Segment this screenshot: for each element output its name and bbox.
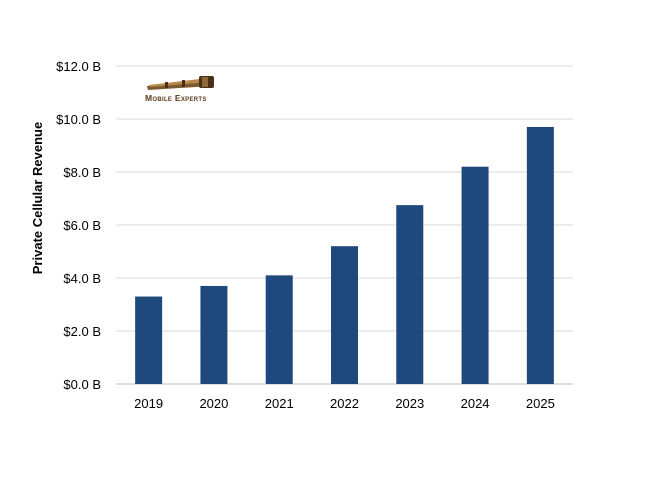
bar-2025 bbox=[526, 126, 554, 384]
bar-2024 bbox=[461, 166, 489, 384]
telescope-icon bbox=[147, 76, 214, 90]
bar-2023 bbox=[396, 205, 424, 384]
y-tick-label: $10.0 B bbox=[56, 112, 101, 127]
y-tick-label: $2.0 B bbox=[63, 324, 101, 339]
bar-2022 bbox=[331, 246, 358, 384]
y-axis-ticks: $0.0 B $2.0 B $4.0 B $6.0 B $8.0 B $10.0 B $12… bbox=[56, 59, 101, 392]
y-tick-label: $12.0 B bbox=[56, 59, 101, 74]
y-tick-label: $0.0 B bbox=[63, 377, 101, 392]
bar-2019 bbox=[135, 296, 163, 384]
x-tick-label: 2024 bbox=[461, 396, 490, 411]
x-tick-label: 2025 bbox=[526, 396, 555, 411]
x-tick-label: 2022 bbox=[330, 396, 359, 411]
bar-2020 bbox=[200, 285, 228, 384]
bars bbox=[135, 126, 554, 384]
x-axis-ticks: 2019 2020 2021 2022 2023 2024 2025 bbox=[134, 396, 555, 411]
y-tick-label: $4.0 B bbox=[63, 271, 101, 286]
logo-text: Mobile Experts bbox=[145, 93, 207, 103]
y-axis-label: Private Cellular Revenue bbox=[30, 122, 45, 274]
bar-2021 bbox=[265, 275, 293, 384]
x-tick-label: 2020 bbox=[199, 396, 228, 411]
y-tick-label: $8.0 B bbox=[63, 165, 101, 180]
mobile-experts-logo: Mobile Experts bbox=[145, 76, 214, 103]
x-tick-label: 2019 bbox=[134, 396, 163, 411]
y-tick-label: $6.0 B bbox=[63, 218, 101, 233]
x-tick-label: 2023 bbox=[395, 396, 424, 411]
x-tick-label: 2021 bbox=[265, 396, 294, 411]
